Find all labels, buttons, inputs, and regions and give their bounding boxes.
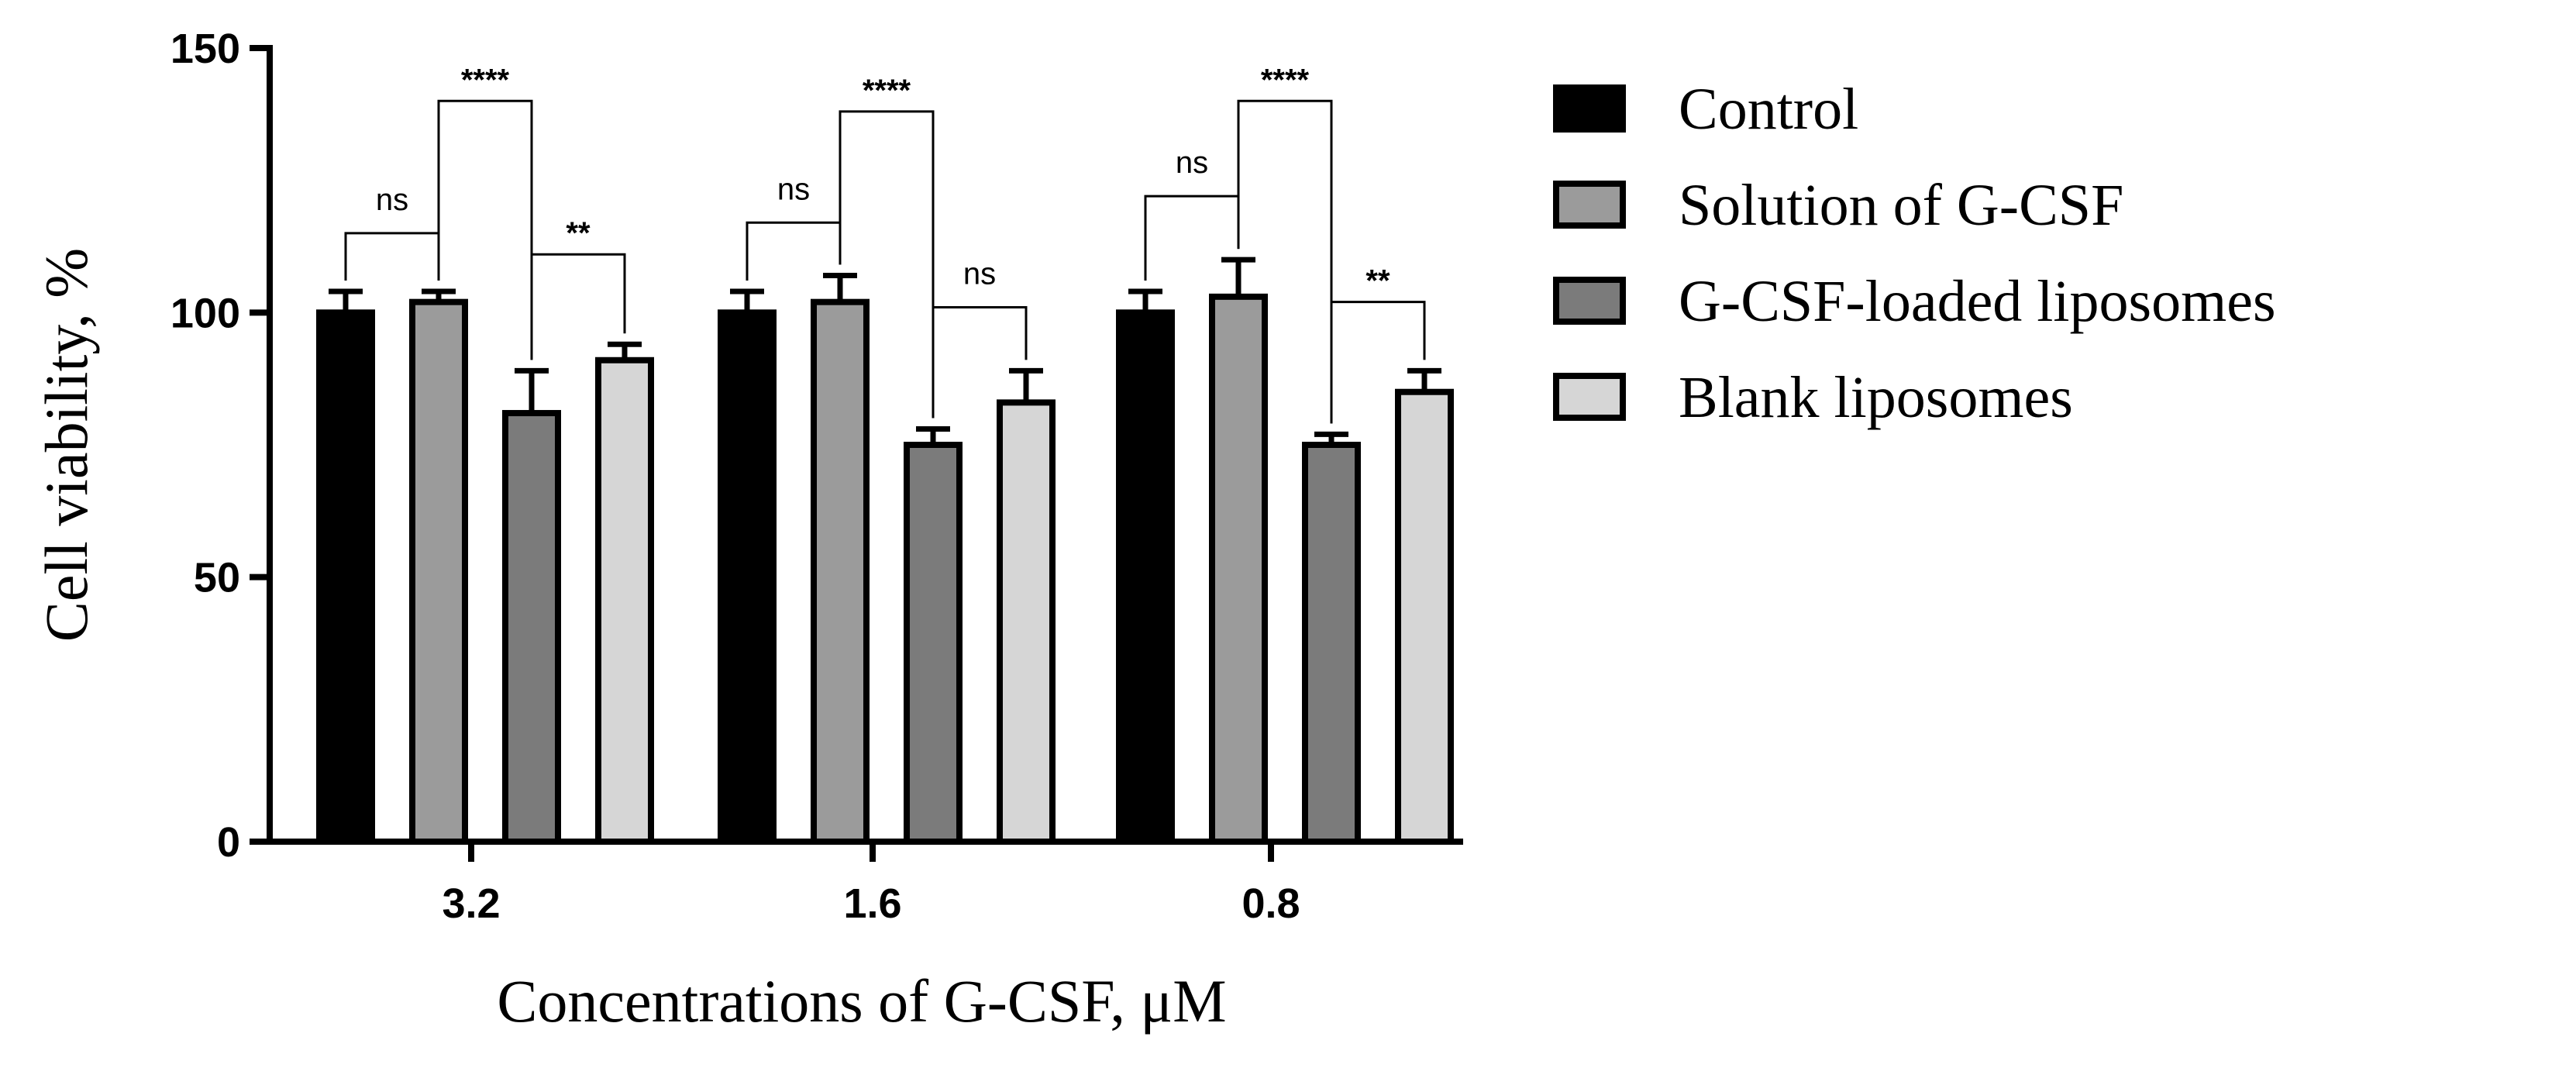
legend-swatch	[1553, 373, 1626, 421]
y-tick-label: 100	[170, 290, 240, 336]
significance-bracket	[344, 232, 440, 281]
x-axis-title: Concentrations of G-CSF, μM	[497, 967, 1226, 1035]
legend-swatch	[1553, 277, 1626, 325]
axes-layer	[267, 45, 1463, 845]
significance-bracket	[1237, 99, 1333, 424]
y-axis-title: Cell viability, %	[33, 248, 100, 642]
error-bars-layer	[329, 257, 1441, 445]
bar	[409, 298, 468, 845]
x-ticks: 3.2 1.6 0.8	[442, 842, 1300, 927]
legend-swatch	[1553, 181, 1626, 229]
significance-bracket	[746, 221, 842, 281]
significance-bracket	[932, 306, 1028, 418]
y-tick-label: 50	[194, 555, 240, 601]
legend-label: Solution of G-CSF	[1679, 173, 2123, 238]
bar	[718, 309, 777, 846]
y-tick-label: 0	[217, 819, 240, 866]
significance-label: ****	[1261, 63, 1310, 97]
legend-label: Blank liposomes	[1679, 365, 2073, 430]
bar	[1116, 309, 1175, 846]
significance-bracket	[1330, 301, 1426, 424]
significance-bracket	[437, 99, 533, 360]
x-tick-label: 3.2	[442, 880, 500, 927]
y-ticks: 0 50 100 150	[170, 26, 270, 866]
bar	[316, 309, 375, 846]
y-tick-label: 150	[170, 26, 240, 72]
bar	[502, 410, 561, 845]
x-tick-label: 1.6	[843, 880, 901, 927]
legend-label: G-CSF-loaded liposomes	[1679, 269, 2276, 334]
significance-label: ns	[1176, 146, 1208, 180]
significance-label: **	[1365, 264, 1390, 298]
significance-label: ns	[376, 183, 408, 217]
bar	[811, 298, 870, 845]
legend: Control Solution of G-CSF G-CSF-loaded lip…	[1553, 77, 2276, 430]
bar	[1209, 293, 1268, 845]
legend-label: Control	[1679, 77, 1858, 142]
bars-layer	[316, 293, 1454, 846]
significance-label: ****	[863, 74, 911, 108]
bar	[904, 442, 963, 845]
bar	[1302, 442, 1361, 845]
significance-label: **	[566, 216, 591, 250]
x-tick-label: 0.8	[1242, 880, 1300, 927]
significance-label: ns	[963, 257, 996, 291]
significance-bracket	[1144, 195, 1240, 281]
legend-swatch	[1553, 84, 1626, 133]
significance-bracket	[839, 110, 935, 418]
significance-label: ns	[777, 172, 810, 206]
significance-label: ****	[461, 63, 510, 97]
significance-bracket	[530, 253, 626, 360]
bar	[595, 356, 654, 846]
bar	[1395, 388, 1454, 845]
bar	[997, 399, 1056, 845]
